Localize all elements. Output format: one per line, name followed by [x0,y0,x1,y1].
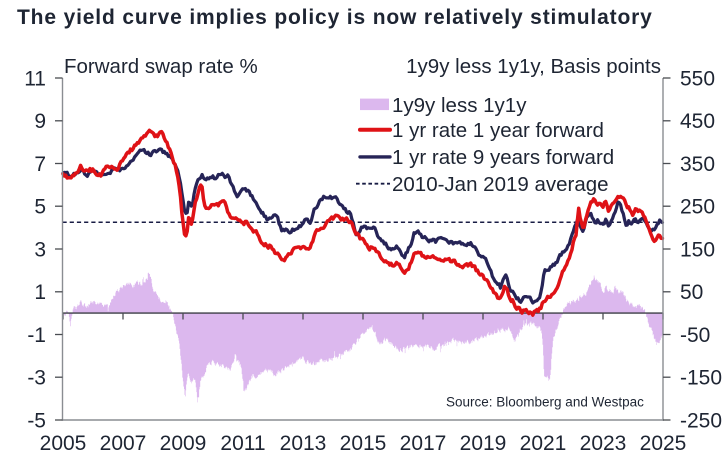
svg-text:450: 450 [680,110,715,133]
svg-text:2019: 2019 [460,432,507,455]
svg-text:50: 50 [680,281,703,304]
svg-text:-1: -1 [27,324,46,347]
svg-text:-150: -150 [680,367,722,390]
svg-text:The yield curve implies policy: The yield curve implies policy is now re… [17,6,653,29]
svg-text:-3: -3 [27,367,46,390]
svg-text:-5: -5 [27,409,46,432]
svg-text:2010-Jan 2019 average: 2010-Jan 2019 average [392,173,609,196]
svg-text:-250: -250 [680,409,722,432]
svg-text:7: 7 [34,153,46,176]
svg-text:350: 350 [680,153,715,176]
svg-text:1 yr rate 1 year forward: 1 yr rate 1 year forward [392,119,604,142]
svg-text:2017: 2017 [400,432,447,455]
svg-text:1: 1 [34,281,46,304]
svg-text:2023: 2023 [580,432,627,455]
svg-text:2011: 2011 [220,432,265,455]
svg-text:5: 5 [34,196,46,219]
svg-text:2007: 2007 [100,432,147,455]
svg-text:2021: 2021 [520,432,567,455]
svg-text:2025: 2025 [640,432,687,455]
svg-text:2005: 2005 [40,432,87,455]
svg-text:11: 11 [24,67,46,90]
svg-text:150: 150 [680,238,715,261]
svg-text:9: 9 [34,110,46,133]
svg-text:1y9y less 1y1y, Basis points: 1y9y less 1y1y, Basis points [406,55,661,78]
svg-text:2009: 2009 [160,432,207,455]
svg-text:1y9y less 1y1y: 1y9y less 1y1y [392,94,527,117]
svg-text:2015: 2015 [340,432,387,455]
svg-text:1 yr rate 9 years forward: 1 yr rate 9 years forward [392,146,614,169]
svg-text:3: 3 [34,238,46,261]
svg-text:550: 550 [680,67,715,90]
svg-text:250: 250 [680,196,715,219]
svg-text:2013: 2013 [280,432,327,455]
svg-text:Source: Bloomberg and Westpac: Source: Bloomberg and Westpac [446,395,644,410]
svg-text:Forward swap rate %: Forward swap rate % [64,55,258,78]
svg-text:-50: -50 [680,324,710,347]
